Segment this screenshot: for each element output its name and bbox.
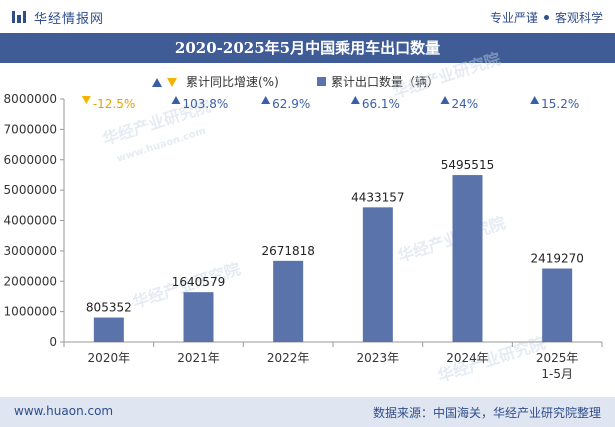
y-tick-label: 0 xyxy=(49,335,57,349)
x-tick-label: 2024年 xyxy=(446,351,489,365)
brand-logo-icon xyxy=(12,11,26,23)
legend-item-volume: 累计出口数量（辆） xyxy=(317,73,439,90)
growth-up-marker xyxy=(530,96,540,104)
chart-legend: 累计同比增速(%) 累计出口数量（辆） xyxy=(0,73,615,91)
x-tick-label: 2022年 xyxy=(267,351,310,365)
growth-up-marker xyxy=(440,96,450,104)
bar-series: 805352 1640579 2671818 4433157 5495515 241927… xyxy=(86,158,584,342)
growth-data-label: 103.8% xyxy=(183,97,229,111)
bar xyxy=(542,268,573,342)
growth-up-marker xyxy=(171,96,181,104)
bar xyxy=(93,317,124,342)
bar-data-label: 2419270 xyxy=(530,252,583,266)
footer: www.huaon.com 数据来源：中国海关，华经产业研究院整理 xyxy=(0,397,615,427)
top-bar: 华经情报网 专业严谨 客观科学 xyxy=(0,0,615,33)
svg-text:华经产业研究院: 华经产业研究院 xyxy=(395,213,507,266)
bar xyxy=(362,207,393,342)
growth-data-label: -12.5% xyxy=(93,97,135,111)
legend-item-growth: 累计同比增速(%) xyxy=(150,73,279,90)
bar xyxy=(452,175,483,342)
chart-title: 2020-2025年5月中国乘用车出口数量 xyxy=(0,33,615,63)
bar-data-label: 1640579 xyxy=(172,275,225,289)
growth-data-label: 24% xyxy=(452,97,479,111)
legend-growth-label: 累计同比增速(%) xyxy=(186,75,279,89)
x-tick-label: 2021年 xyxy=(177,351,220,365)
growth-series: -12.5% 103.8% 62.9% 66.1% 24% 15.2% xyxy=(81,96,579,111)
growth-data-label: 66.1% xyxy=(362,97,400,111)
y-tick-label: 7000000 xyxy=(4,122,57,136)
y-tick-label: 2000000 xyxy=(4,274,57,288)
chart-axes: 0 1000000 2000000 3000000 4000000 5000000 6000… xyxy=(4,92,603,381)
growth-up-marker xyxy=(261,96,271,104)
svg-text:华经产业研究院: 华经产业研究院 xyxy=(390,49,502,102)
growth-data-label: 62.9% xyxy=(272,97,310,111)
x-tick-label: 2020年 xyxy=(88,351,131,365)
bar-data-label: 2671818 xyxy=(261,244,314,258)
bar-data-label: 5495515 xyxy=(441,158,494,172)
y-tick-label: 6000000 xyxy=(4,153,57,167)
volume-legend-swatch-icon xyxy=(317,77,326,86)
growth-data-label: 15.2% xyxy=(541,97,579,111)
footer-source: 数据来源：中国海关，华经产业研究院整理 xyxy=(372,406,601,420)
x-tick-label: 2023年 xyxy=(357,351,400,365)
brand-name: 华经情报网 xyxy=(34,12,105,27)
y-tick-label: 4000000 xyxy=(4,214,57,228)
bar xyxy=(183,292,214,342)
x-tick-label: 1-5月 xyxy=(541,367,573,381)
tagline-part-1: 专业严谨 xyxy=(489,11,538,25)
bar-data-label: 4433157 xyxy=(351,190,404,204)
y-tick-label: 1000000 xyxy=(4,305,57,319)
growth-down-marker xyxy=(81,96,91,104)
tagline-part-2: 客观科学 xyxy=(554,11,603,25)
growth-up-marker xyxy=(350,96,360,104)
growth-legend-icon xyxy=(152,77,177,87)
footer-site: www.huaon.com xyxy=(14,404,114,418)
separator-dot-icon xyxy=(543,15,549,20)
y-tick-label: 3000000 xyxy=(4,244,57,258)
x-tick-label: 2025年 xyxy=(536,351,579,365)
y-tick-label: 8000000 xyxy=(4,92,57,106)
y-tick-label: 5000000 xyxy=(4,183,57,197)
tagline: 专业严谨 客观科学 xyxy=(490,9,603,26)
bar-data-label: 805352 xyxy=(86,301,132,315)
legend-volume-label: 累计出口数量（辆） xyxy=(331,75,440,89)
bar xyxy=(273,260,304,342)
